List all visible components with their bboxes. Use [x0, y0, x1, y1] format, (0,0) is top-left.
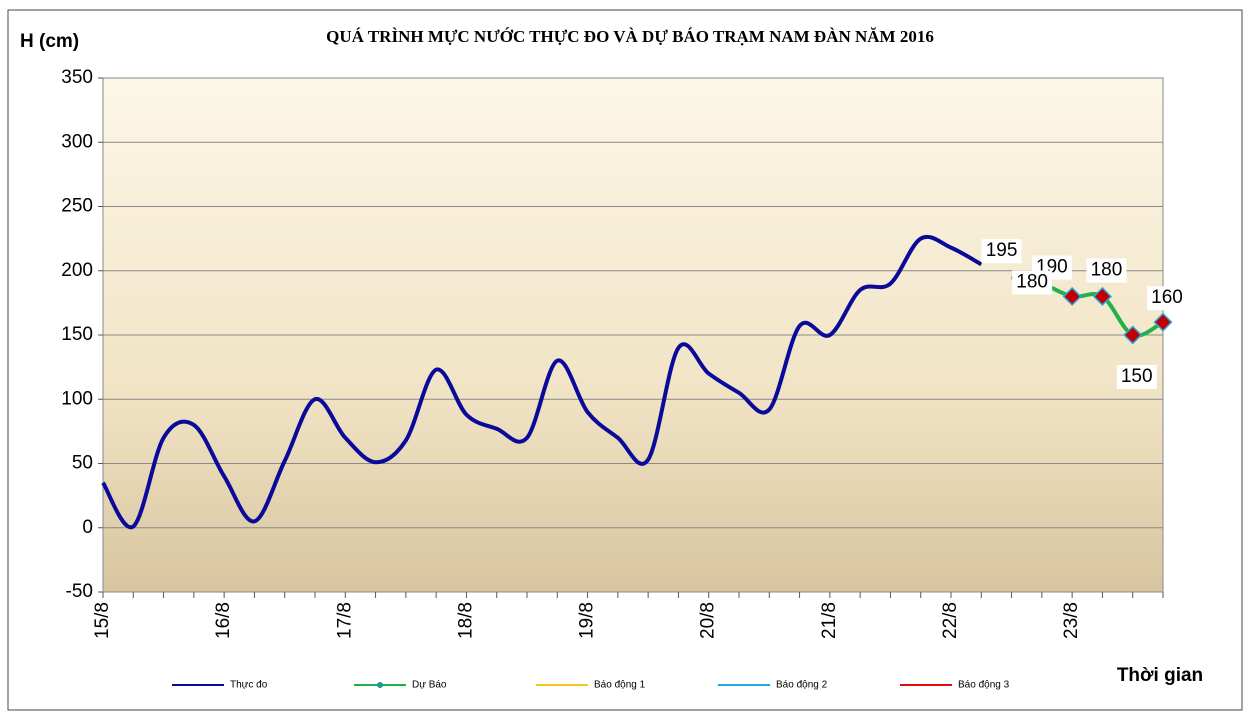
legend-label: Báo động 1	[594, 680, 646, 691]
x-tick-label: 18/8	[455, 602, 476, 639]
data-label: 195	[986, 240, 1018, 261]
x-tick-label: 21/8	[819, 602, 840, 639]
x-tick-label: 16/8	[213, 602, 234, 639]
marker	[1153, 312, 1173, 332]
y-tick-label: 350	[61, 67, 93, 88]
data-label: 150	[1121, 366, 1153, 387]
label-bg	[1086, 258, 1127, 283]
y-tick-label: 200	[61, 260, 93, 281]
y-tick-label: 300	[61, 131, 93, 152]
x-tick-label: 15/8	[92, 602, 113, 639]
data-label: 180	[1091, 259, 1123, 280]
y-axis-label: H (cm)	[20, 31, 79, 52]
y-tick-label: 100	[61, 388, 93, 409]
label-bg	[1147, 286, 1187, 311]
legend-marker	[377, 682, 383, 688]
label-bg	[1012, 270, 1053, 295]
legend-label: Báo động 3	[958, 680, 1010, 691]
legend-label: Báo động 2	[776, 680, 828, 691]
data-label: 160	[1151, 287, 1183, 308]
y-tick-label: 0	[82, 517, 93, 538]
x-axis-label: Thời gian	[1117, 665, 1203, 686]
legend-label: Thực đo	[230, 680, 268, 691]
x-tick-label: 22/8	[940, 602, 961, 639]
marker	[1123, 325, 1143, 345]
chart-title: QUÁ TRÌNH MỰC NƯỚC THỰC ĐO VÀ DỰ BÁO TRẠ…	[326, 27, 934, 46]
label-bg	[1116, 365, 1157, 389]
legend-label: Dự Báo	[412, 680, 447, 691]
y-tick-label: -50	[66, 581, 93, 602]
x-tick-label: 23/8	[1061, 602, 1082, 639]
y-tick-label: 250	[61, 196, 93, 217]
label-bg	[981, 239, 1022, 264]
marker	[1092, 286, 1112, 306]
x-tick-label: 19/8	[577, 602, 598, 639]
data-label: 180	[1016, 271, 1048, 292]
x-tick-label: 20/8	[698, 602, 719, 639]
y-tick-label: 50	[72, 453, 93, 474]
x-tick-label: 17/8	[334, 602, 355, 639]
y-tick-label: 150	[61, 324, 93, 345]
marker	[1062, 286, 1082, 306]
series-line	[101, 234, 983, 530]
